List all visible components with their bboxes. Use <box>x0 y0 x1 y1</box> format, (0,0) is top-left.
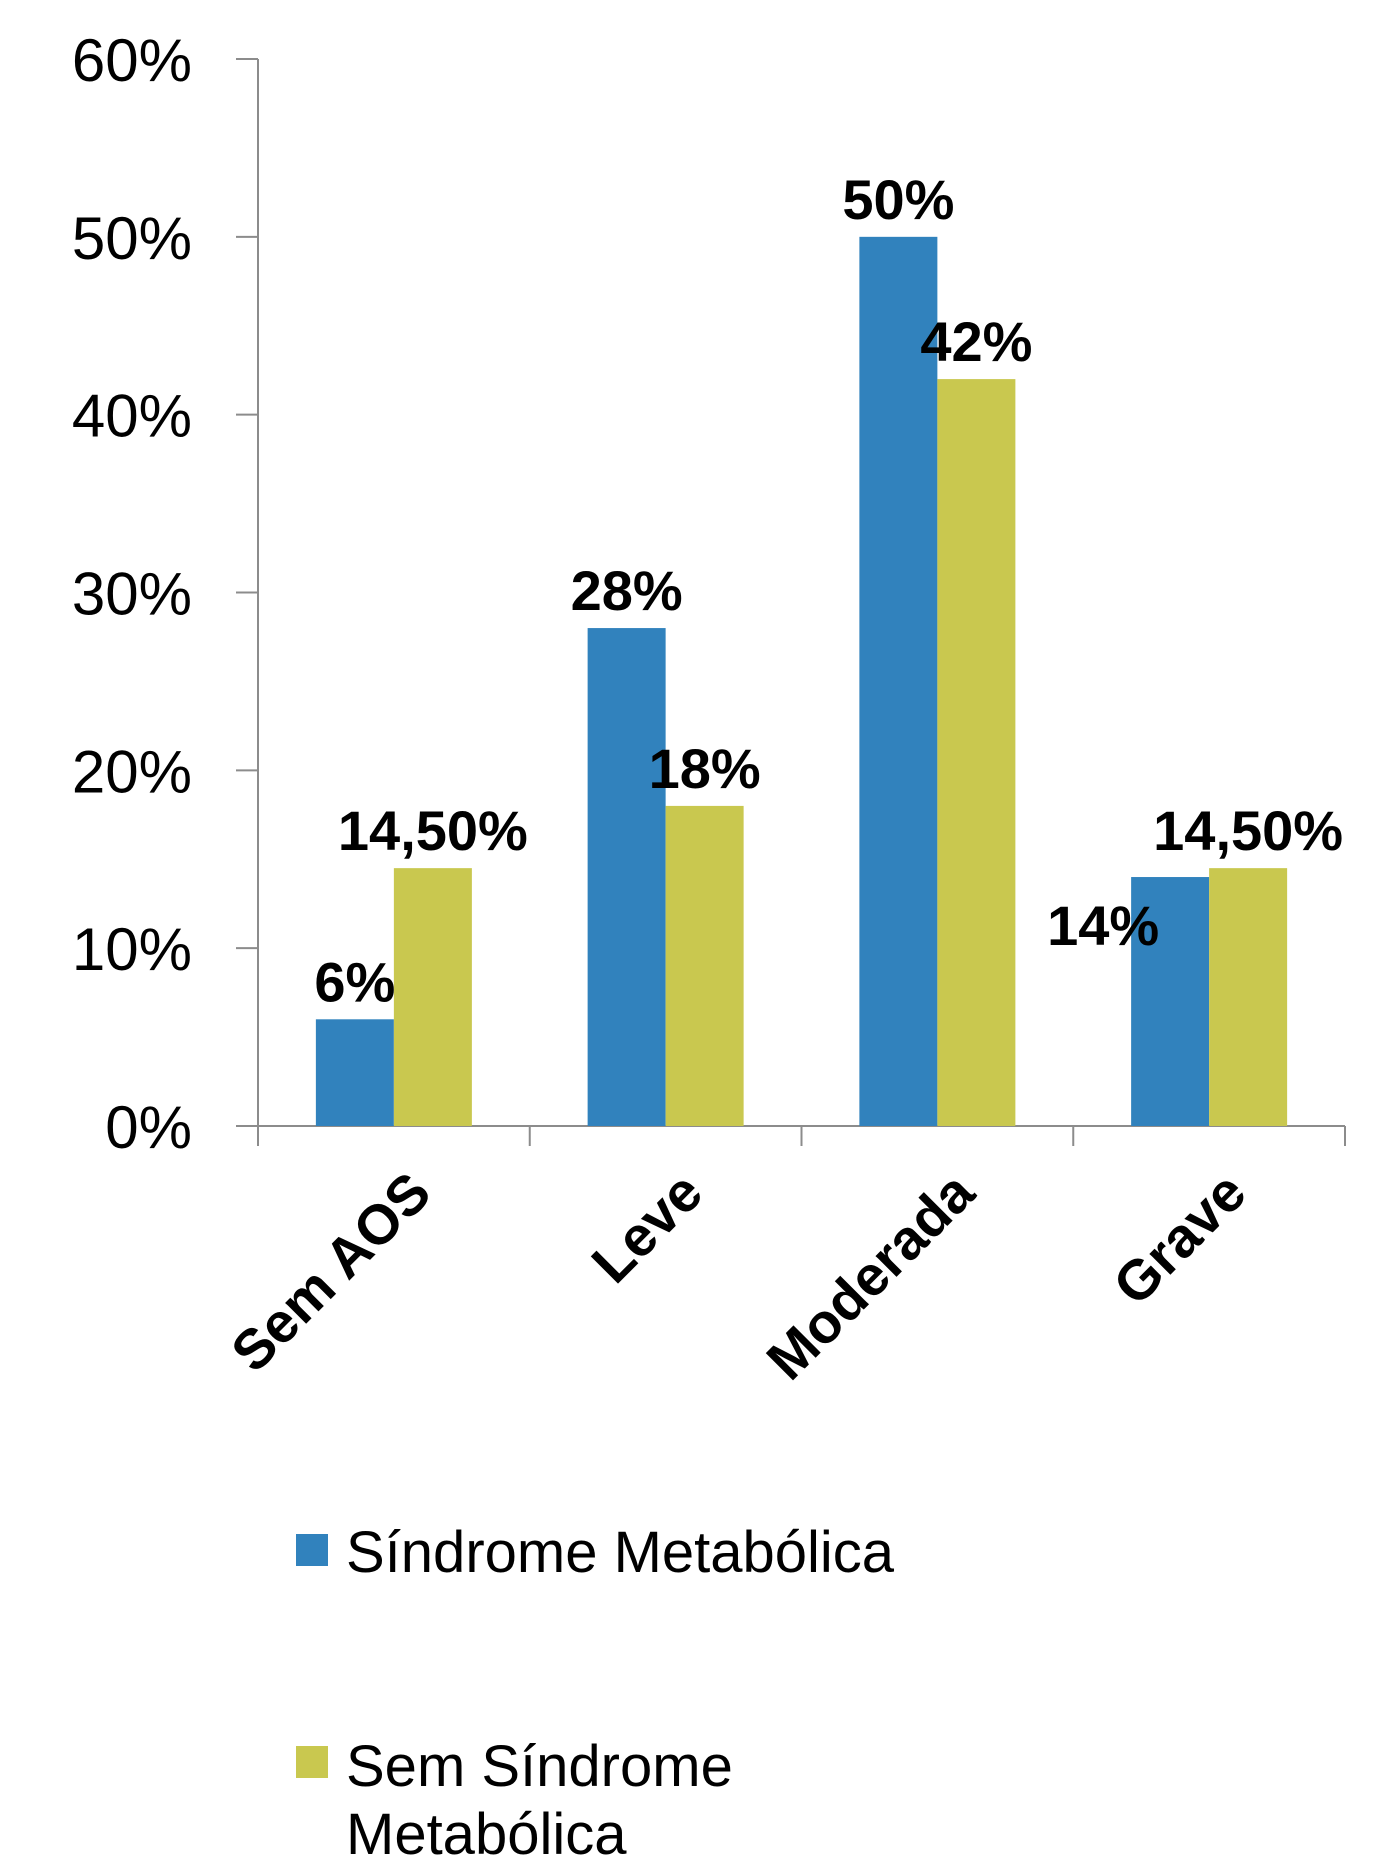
legend-label-sindrome: Síndrome Metabólica <box>346 1520 895 1585</box>
chart-legend: Síndrome Metabólica Sem SíndromeMetabólic… <box>296 1520 895 1861</box>
bar-sem-sindrome-1 <box>665 805 744 1126</box>
legend-swatch-sem-sindrome <box>296 1746 328 1778</box>
chart-labels: 6% 14,50% 28% 18% 50% 42% 14% 14,50% <box>314 168 1343 1013</box>
legend-label-sem-sindrome: Sem Síndrome <box>346 1734 733 1799</box>
legend-label-sem-sindrome: Metabólica <box>346 1802 627 1861</box>
bar-sem-sindrome-3 <box>1209 868 1288 1126</box>
chart-bars <box>315 236 1288 1127</box>
y-tick-label: 60% <box>72 27 192 94</box>
data-label: 42% <box>920 310 1032 373</box>
y-tick-label: 40% <box>72 383 192 450</box>
x-tick-label: Leve <box>579 1160 714 1295</box>
bar-sindrome-2 <box>859 236 938 1127</box>
y-tick-label: 30% <box>72 561 192 628</box>
data-label: 28% <box>571 559 683 622</box>
data-label: 6% <box>314 950 395 1013</box>
y-tick-label: 20% <box>72 738 192 805</box>
bar-sindrome-3 <box>1131 877 1210 1126</box>
data-label: 14% <box>1047 894 1159 957</box>
bar-sindrome-0 <box>315 1019 394 1126</box>
x-tick-label: Grave <box>1101 1160 1258 1317</box>
data-label: 18% <box>649 737 761 800</box>
y-tick-label: 0% <box>105 1094 192 1161</box>
bar-sem-sindrome-2 <box>937 379 1016 1127</box>
data-label: 14,50% <box>1153 799 1343 862</box>
data-label: 50% <box>842 168 954 231</box>
legend-swatch-sindrome <box>296 1534 328 1566</box>
chart-axes: 0% 10% 20% 30% 40% 50% 60% Sem AOS Leve Moderada G… <box>72 27 1346 1392</box>
x-tick-label: Sem AOS <box>219 1160 443 1384</box>
data-label: 14,50% <box>338 799 528 862</box>
y-tick-label: 50% <box>72 205 192 272</box>
bar-sindrome-1 <box>587 628 666 1126</box>
x-tick-label: Moderada <box>754 1159 986 1391</box>
bar-sem-sindrome-0 <box>393 868 472 1126</box>
y-tick-label: 10% <box>72 916 192 983</box>
